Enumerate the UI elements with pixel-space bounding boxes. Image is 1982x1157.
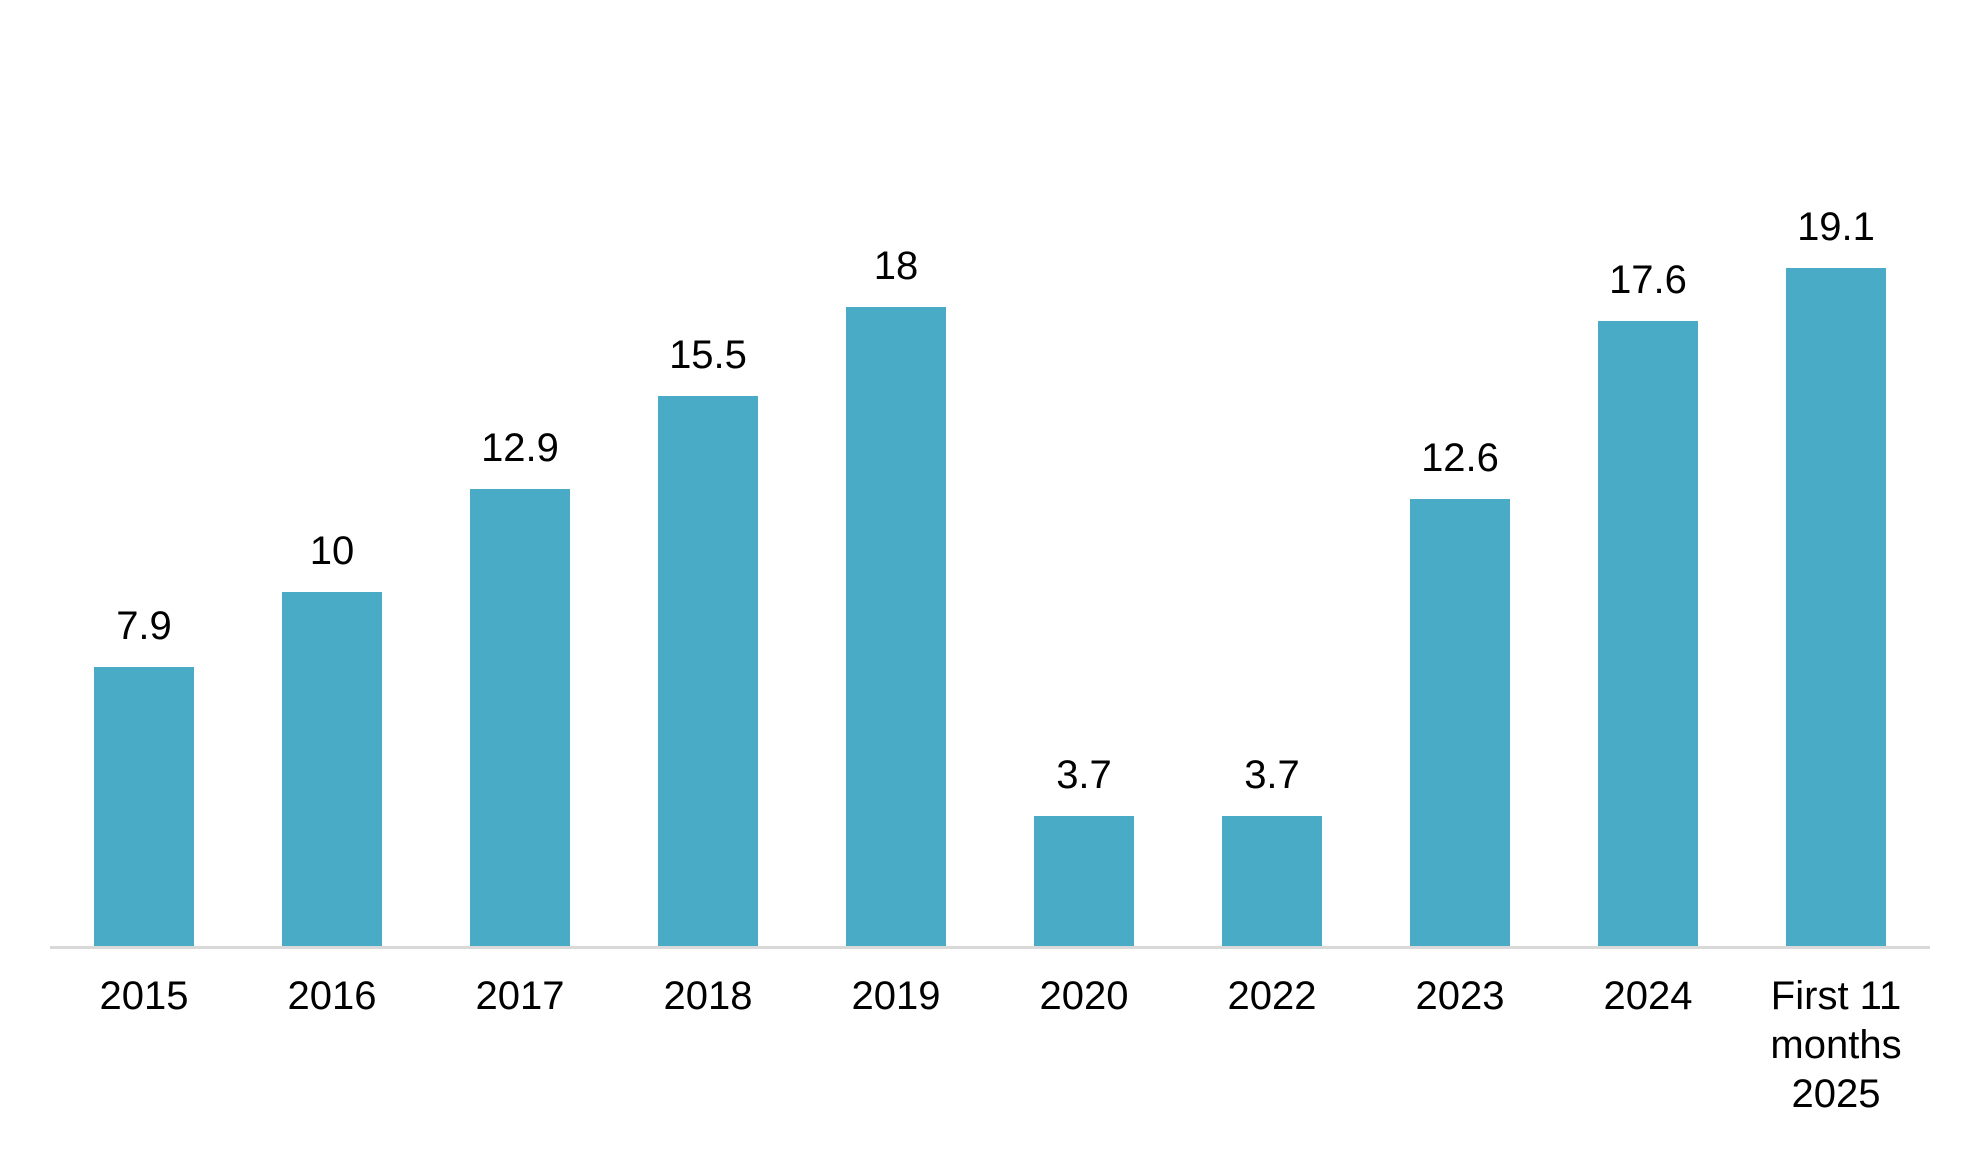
x-axis-tick-label: 2024: [1603, 974, 1693, 1018]
bar-column: 10: [238, 188, 426, 948]
bar: [1034, 816, 1134, 948]
bar-value-label: 3.7: [1244, 753, 1300, 797]
bar-value-label: 17.6: [1609, 258, 1687, 302]
bar-column: 7.9: [50, 188, 238, 948]
bar-value-label: 15.5: [669, 333, 747, 377]
bar-column: 19.1: [1742, 188, 1930, 948]
bar: [658, 396, 758, 948]
bar: [1222, 816, 1322, 948]
bar-column: 17.6: [1554, 188, 1742, 948]
bar-value-label: 12.6: [1421, 436, 1499, 480]
x-axis-tick-label: 2022: [1227, 974, 1317, 1018]
bar: [1786, 268, 1886, 948]
x-axis-labels: 2015 2016 2017 2018 2019 2020 2022 2023 2024 Firs…: [50, 972, 1930, 1119]
bar: [1410, 499, 1510, 948]
x-axis-tick-label: 2018: [663, 974, 753, 1018]
bar: [1598, 321, 1698, 948]
plot-area: 7.9 10 12.9 15.5 18 3.7 3.7 12.6 17.6 19.1: [50, 188, 1930, 948]
x-axis-tick-label: 2019: [851, 974, 941, 1018]
bar: [470, 489, 570, 948]
x-axis-tick-label: First 11 months 2025: [1770, 974, 1902, 1116]
bar: [94, 667, 194, 948]
bar-value-label: 18: [873, 244, 919, 288]
bar-value-label: 10: [309, 529, 355, 573]
x-axis-tick-label: 2023: [1415, 974, 1505, 1018]
bar: [846, 307, 946, 948]
bar-column: 18: [802, 188, 990, 948]
x-axis-tick-label: 2017: [475, 974, 565, 1018]
bar-column: 15.5: [614, 188, 802, 948]
bar-value-label: 3.7: [1056, 753, 1112, 797]
bar-column: 12.9: [426, 188, 614, 948]
x-axis-tick-label: 2016: [287, 974, 377, 1018]
bar-value-label: 12.9: [481, 426, 559, 470]
bar-column: 3.7: [990, 188, 1178, 948]
bar-value-label: 7.9: [116, 604, 172, 648]
bar-value-label: 19.1: [1797, 205, 1875, 249]
bar-column: 12.6: [1366, 188, 1554, 948]
x-axis-line: [50, 946, 1930, 949]
x-axis-tick-label: 2020: [1039, 974, 1129, 1018]
bar: [282, 592, 382, 948]
bar-column: 3.7: [1178, 188, 1366, 948]
x-axis-tick-label: 2015: [99, 974, 189, 1018]
